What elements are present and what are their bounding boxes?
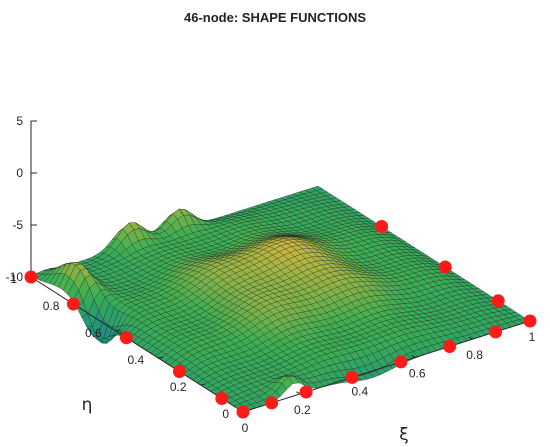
xi-tick-label: 0.4 <box>351 385 368 399</box>
node-marker <box>236 405 250 419</box>
node-marker <box>489 325 503 339</box>
node-marker <box>443 340 457 353</box>
node-marker <box>24 270 38 284</box>
eta-tick-label: 0 <box>222 407 229 421</box>
node-marker <box>438 260 452 274</box>
z-tick-label: 5 <box>16 114 23 128</box>
eta-axis-label: η <box>82 395 93 415</box>
z-tick-label: -10 <box>6 270 24 284</box>
axes <box>30 120 531 413</box>
eta-axis-line <box>30 276 244 413</box>
node-marker <box>299 385 313 399</box>
node-marker <box>119 331 133 345</box>
xi-tick-label: 0.2 <box>294 403 311 417</box>
node-marker <box>172 365 186 378</box>
eta-tick-label: 1 <box>10 272 17 286</box>
node-marker <box>394 355 408 369</box>
node-marker <box>265 396 279 410</box>
eta-tick-mark <box>158 356 164 359</box>
xi-tick-mark <box>410 354 416 358</box>
xi-tick-mark <box>468 336 473 340</box>
node-marker <box>66 297 80 311</box>
chart-title: 46-node: SHAPE FUNCTIONS <box>184 10 366 25</box>
xi-tick-label: 0.6 <box>409 366 426 380</box>
z-tick-label: -5 <box>12 218 23 232</box>
xi-tick-label: 1 <box>529 330 536 344</box>
node-marker <box>215 392 229 405</box>
eta-tick-label: 0.2 <box>170 380 187 394</box>
eta-tick-label: 0.4 <box>128 353 145 367</box>
node-marker <box>345 370 359 384</box>
node-marker <box>523 314 537 328</box>
xi-axis-label: ξ <box>399 425 408 445</box>
z-tick-label: 0 <box>16 166 23 180</box>
eta-tick-label: 0.8 <box>43 299 60 313</box>
xi-tick-mark <box>296 391 301 395</box>
xi-tick-label: 0 <box>242 421 249 435</box>
xi-axis-line <box>242 320 531 413</box>
node-marker <box>375 220 389 233</box>
eta-tick-label: 0.6 <box>85 326 102 340</box>
node-marker <box>491 294 505 308</box>
xi-tick-label: 0.8 <box>466 348 483 362</box>
surface-mesh <box>30 185 531 413</box>
node-markers <box>24 220 537 419</box>
eta-tick-mark <box>200 383 206 386</box>
eta-tick-mark <box>115 329 121 332</box>
